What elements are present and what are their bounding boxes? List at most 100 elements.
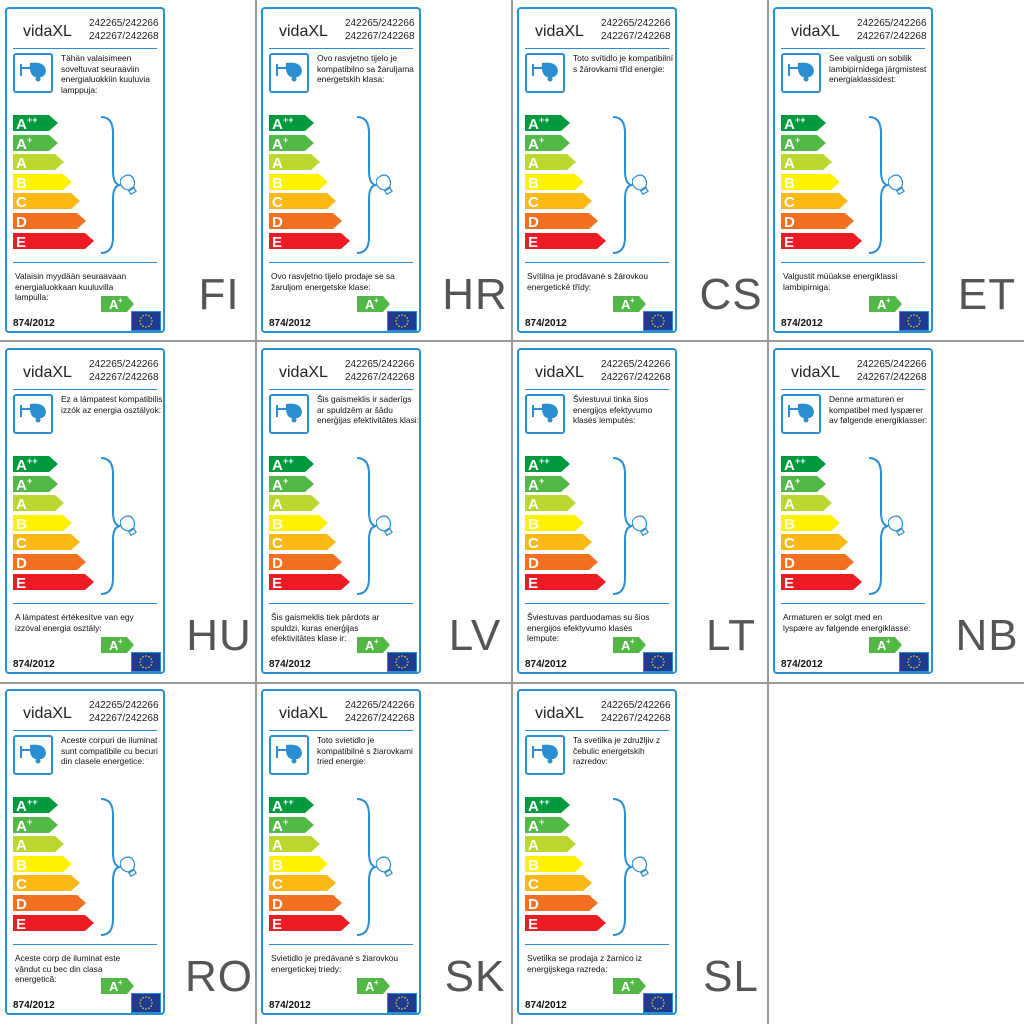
- included-class-badge: A +: [613, 296, 647, 317]
- label-cell-ro: vidaXL 242265/242266 242267/242268 Aceste c…: [3, 682, 259, 1023]
- svg-text:++: ++: [795, 115, 806, 125]
- included-class-badge: A +: [101, 296, 135, 317]
- brand-name: vidaXL: [791, 23, 840, 40]
- included-class-badge: A +: [357, 978, 391, 999]
- svg-text:+: +: [886, 637, 891, 646]
- svg-text:A: A: [109, 297, 119, 312]
- eu-flag-icon: [387, 993, 417, 1013]
- energy-class-a-plus-plus: A ++: [13, 797, 58, 813]
- header-divider: [269, 730, 413, 731]
- svg-text:A: A: [16, 116, 27, 131]
- svg-text:A: A: [784, 457, 795, 472]
- svg-text:A: A: [877, 638, 887, 653]
- footer-divider: [13, 603, 157, 604]
- energy-class-e: E: [525, 573, 606, 590]
- energy-class-row: B: [269, 514, 329, 531]
- svg-text:A: A: [365, 638, 375, 653]
- energy-label: vidaXL 242265/242266 242267/242268 Šis gais…: [261, 348, 421, 674]
- energy-class-e: E: [269, 232, 350, 249]
- svg-text:A: A: [16, 818, 27, 833]
- energy-class-row: E: [781, 573, 863, 590]
- energy-class-row: A ++: [525, 797, 571, 813]
- header-divider: [781, 48, 925, 49]
- svg-text:C: C: [16, 535, 27, 550]
- model-number: 242267/242268: [857, 31, 927, 42]
- svg-text:A: A: [272, 837, 283, 852]
- svg-text:A: A: [621, 979, 631, 994]
- svg-text:B: B: [272, 516, 283, 531]
- energy-class-row: C: [525, 193, 593, 210]
- energy-class-a-plus-plus: A ++: [781, 456, 826, 472]
- bulb-icon: [631, 173, 650, 202]
- model-number: 242267/242268: [601, 713, 671, 724]
- label-cell-nb: vidaXL 242265/242266 242267/242268 Denne ar…: [771, 341, 1024, 682]
- energy-class-row: B: [525, 514, 585, 531]
- compatibility-text: Toto svietidlo je kompatibilné s žiarovk…: [317, 735, 413, 766]
- language-code: HR: [442, 270, 508, 319]
- bulb-icon: [631, 855, 650, 884]
- brand-name: vidaXL: [23, 23, 72, 40]
- sold-with-text: Svietidlo je predávané s žiarovkou energ…: [271, 953, 399, 974]
- svg-text:A: A: [16, 496, 27, 511]
- energy-class-c: C: [13, 875, 80, 892]
- footer-divider: [13, 262, 157, 263]
- energy-class-a: A: [269, 154, 320, 171]
- sold-with-text: Armaturen er solgt med en lyspære av føl…: [783, 612, 911, 633]
- footer-divider: [525, 262, 669, 263]
- svg-text:++: ++: [539, 456, 550, 466]
- svg-text:C: C: [272, 194, 283, 209]
- svg-text:A: A: [784, 136, 795, 151]
- energy-class-b: B: [525, 514, 584, 531]
- energy-class-a-plus-plus: A ++: [525, 115, 570, 131]
- grid-divider-vertical: [767, 0, 769, 1024]
- language-code: NB: [955, 611, 1019, 660]
- label-cell-sk: vidaXL 242265/242266 242267/242268 Toto svi…: [259, 682, 515, 1023]
- regulation-number: 874/2012: [13, 318, 55, 329]
- energy-class-row: C: [13, 193, 81, 210]
- energy-class-row: E: [13, 573, 95, 590]
- sold-with-text: Ovo rasvjetno tijelo prodaje se sa žarul…: [271, 271, 395, 292]
- footer-divider: [525, 944, 669, 945]
- energy-class-row: B: [781, 173, 841, 190]
- svg-text:A: A: [528, 155, 539, 170]
- grid-divider-vertical: [255, 0, 257, 1024]
- energy-class-d: D: [13, 213, 86, 229]
- energy-class-d: D: [781, 554, 854, 570]
- header-divider: [525, 730, 669, 731]
- energy-class-b: B: [13, 855, 72, 872]
- language-code: CS: [699, 270, 763, 319]
- brace-bracket: [355, 115, 379, 260]
- included-class-badge: A +: [613, 637, 647, 658]
- language-code: SK: [444, 952, 506, 1001]
- energy-class-row: A +: [269, 134, 315, 151]
- svg-text:E: E: [528, 234, 538, 249]
- energy-class-a-plus: A +: [525, 816, 570, 833]
- energy-class-row: C: [269, 193, 337, 210]
- energy-class-row: E: [269, 573, 351, 590]
- model-numbers: 242265/242266 242267/242268: [89, 699, 159, 725]
- compatibility-text: Toto svítidlo je kompatibilní s žárovkam…: [573, 53, 674, 74]
- energy-class-a-plus: A +: [781, 134, 826, 151]
- svg-text:+: +: [886, 296, 891, 305]
- svg-text:A: A: [528, 136, 539, 151]
- energy-class-e: E: [13, 914, 94, 931]
- bulb-icon: [375, 855, 394, 884]
- energy-class-a-plus: A +: [13, 475, 58, 492]
- label-cell-hr: vidaXL 242265/242266 242267/242268 Ovo rasv…: [259, 0, 515, 341]
- a-plus-badge: A +: [357, 296, 390, 312]
- brace-bracket: [867, 115, 891, 260]
- eu-flag-icon: [643, 311, 673, 331]
- svg-text:+: +: [795, 476, 800, 486]
- energy-class-a: A: [525, 154, 576, 171]
- energy-class-row: E: [525, 232, 607, 249]
- energy-class-row: A +: [525, 816, 571, 833]
- energy-class-row: A +: [13, 475, 59, 492]
- eu-flag-icon: [643, 652, 673, 672]
- energy-class-row: C: [13, 534, 81, 551]
- energy-class-row: D: [525, 895, 599, 911]
- energy-class-e: E: [525, 914, 606, 931]
- language-code: FI: [198, 270, 240, 319]
- energy-class-row: E: [13, 232, 95, 249]
- svg-text:A: A: [272, 477, 283, 492]
- svg-text:A: A: [16, 798, 27, 813]
